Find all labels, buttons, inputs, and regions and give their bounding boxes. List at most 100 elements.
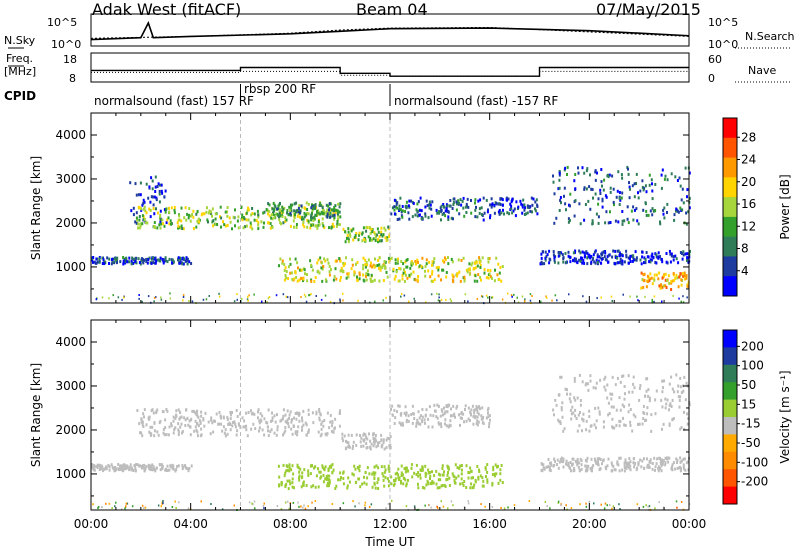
noise-left-tick-top: 10^5 xyxy=(47,16,78,29)
velocity-ytick-label-1: 2000 xyxy=(55,423,86,437)
noise-series-search xyxy=(90,26,690,39)
velocity-colorbar-tick-1: 100 xyxy=(741,359,764,373)
power-ytick-label-1: 2000 xyxy=(55,216,86,230)
power-band-7 xyxy=(490,196,539,218)
x-axis-label: Time UT xyxy=(364,535,415,549)
power-colorbar-swatch-3 xyxy=(723,177,737,198)
power-ytick-label-2: 3000 xyxy=(55,172,86,186)
velocity-band-6 xyxy=(540,456,690,473)
power-colorbar-frame xyxy=(722,117,738,297)
velocity-colorbar-swatch-3 xyxy=(723,382,737,401)
power-band-3 xyxy=(265,201,342,219)
beam-title: Beam 04 xyxy=(356,0,428,19)
velocity-colorbar-frame xyxy=(722,329,738,505)
power-ytick-label-0: 1000 xyxy=(55,260,86,274)
power-colorbar-tick-6: 28 xyxy=(741,130,756,144)
radar-title: Adak West (fitACF) xyxy=(92,0,242,19)
power-colorbar-tick-1: 8 xyxy=(741,242,749,256)
power-colorbar-tick-5: 24 xyxy=(741,153,756,167)
noise-search-label: N.Search xyxy=(745,30,795,43)
velocity-colorbar-tick-6: -100 xyxy=(741,455,768,469)
velocity-band-2 xyxy=(341,432,392,451)
date-title: 07/May/2015 xyxy=(596,0,701,19)
power-band-10 xyxy=(640,271,690,291)
xtick-label-2: 08:00 xyxy=(273,517,308,531)
velocity-colorbar-tick-4: -15 xyxy=(741,417,761,431)
power-colorbar-tick-4: 20 xyxy=(741,175,756,189)
power-ytick-label-3: 4000 xyxy=(55,128,86,142)
velocity-colorbar-tick-5: -50 xyxy=(741,436,761,450)
power-colorbar-label: Power [dB] xyxy=(778,174,792,239)
power-colorbar: 4 8 12 16 20 24 28 Power [dB] xyxy=(722,117,792,297)
cpid-segment-2: rbsp 200 RF xyxy=(244,82,317,96)
velocity-ytick-label-3: 4000 xyxy=(55,335,86,349)
power-colorbar-swatch-6 xyxy=(723,236,737,257)
xtick-label-6: 00:00 xyxy=(672,517,707,531)
cpid-segment-3: normalsound (fast) -157 RF xyxy=(394,94,559,108)
power-colorbar-tick-3: 16 xyxy=(741,197,756,211)
power-colorbar-swatch-8 xyxy=(723,276,737,297)
power-band-9 xyxy=(539,249,691,266)
noise-left-tick-bottom: 10^0 xyxy=(51,38,82,51)
xtick-label-0: 00:00 xyxy=(74,517,109,531)
nave-label: Nave xyxy=(748,64,777,77)
freq-tick-bottom: 8 xyxy=(69,72,76,85)
power-colorbar-swatch-5 xyxy=(723,216,737,238)
noise-panel-frame xyxy=(90,13,690,47)
heatmap-power: 1000 2000 3000 4000 Slant Range [km] xyxy=(29,112,691,305)
velocity-colorbar-swatch-6 xyxy=(723,434,737,453)
velocity-colorbar-label: Velocity [m s⁻¹] xyxy=(778,370,792,463)
heatmap-velocity: 1000 2000 3000 4000 Slant Range [km] xyxy=(29,319,691,511)
velocity-colorbar-swatch-7 xyxy=(723,451,737,470)
xtick-label-1: 04:00 xyxy=(173,517,208,531)
velocity-ytick-label-2: 3000 xyxy=(55,379,86,393)
power-band-6 xyxy=(278,256,504,284)
power-colorbar-swatch-4 xyxy=(723,197,737,218)
velocity-band-5 xyxy=(552,373,691,433)
nave-tick-top: 60 xyxy=(708,53,722,66)
velocity-colorbar-swatch-9 xyxy=(723,486,737,505)
velocity-ytick-label-0: 1000 xyxy=(55,467,86,481)
power-band-1 xyxy=(129,175,168,225)
power-colorbar-swatch-1 xyxy=(723,137,737,159)
power-colorbar-swatch-0 xyxy=(723,118,737,139)
power-colorbar-swatch-7 xyxy=(723,256,737,277)
velocity-colorbar-swatch-5 xyxy=(723,417,737,435)
nave-series xyxy=(91,70,689,77)
cpid-label: CPID xyxy=(4,89,37,103)
power-band-0 xyxy=(91,256,193,266)
cpid-segment-1: normalsound (fast) 157 RF xyxy=(94,94,254,108)
velocity-near-range-speckle xyxy=(92,499,691,511)
power-colorbar-swatch-2 xyxy=(723,157,737,178)
velocity-colorbar-swatch-2 xyxy=(723,364,737,383)
xtick-label-4: 16:00 xyxy=(472,517,507,531)
velocity-colorbar-swatch-4 xyxy=(723,399,737,418)
power-colorbar-tick-0: 4 xyxy=(741,264,749,278)
velocity-colorbar-swatch-0 xyxy=(723,330,737,348)
velocity-colorbar-swatch-8 xyxy=(723,469,737,488)
power-ylabel: Slant Range [km] xyxy=(29,156,43,260)
freq-label: Freq. xyxy=(6,52,34,65)
velocity-colorbar-tick-7: -200 xyxy=(741,475,768,489)
xtick-label-5: 20:00 xyxy=(572,517,607,531)
velocity-colorbar-swatch-1 xyxy=(723,347,737,366)
noise-right-tick-bottom: 10^0 xyxy=(708,38,739,51)
noise-sky-label: N.Sky xyxy=(4,34,36,47)
xtick-label-3: 12:00 xyxy=(373,517,408,531)
velocity-band-0 xyxy=(91,463,193,473)
freq-tick-top: 18 xyxy=(63,53,77,66)
power-band-8 xyxy=(552,165,691,226)
power-band-5 xyxy=(390,196,492,222)
noise-series-sky xyxy=(90,20,690,41)
nave-tick-bottom: 0 xyxy=(708,72,715,85)
velocity-colorbar-tick-0: 200 xyxy=(741,339,764,353)
noise-right-tick-top: 10^5 xyxy=(708,16,739,29)
velocity-band-4 xyxy=(277,463,504,491)
power-band-4 xyxy=(342,225,391,244)
velocity-colorbar-tick-3: 15 xyxy=(741,397,756,411)
freq-unit-label: [MHz] xyxy=(4,65,37,78)
velocity-band-1 xyxy=(136,408,341,438)
velocity-ylabel: Slant Range [km] xyxy=(29,363,43,467)
velocity-colorbar-tick-2: 50 xyxy=(741,378,756,392)
